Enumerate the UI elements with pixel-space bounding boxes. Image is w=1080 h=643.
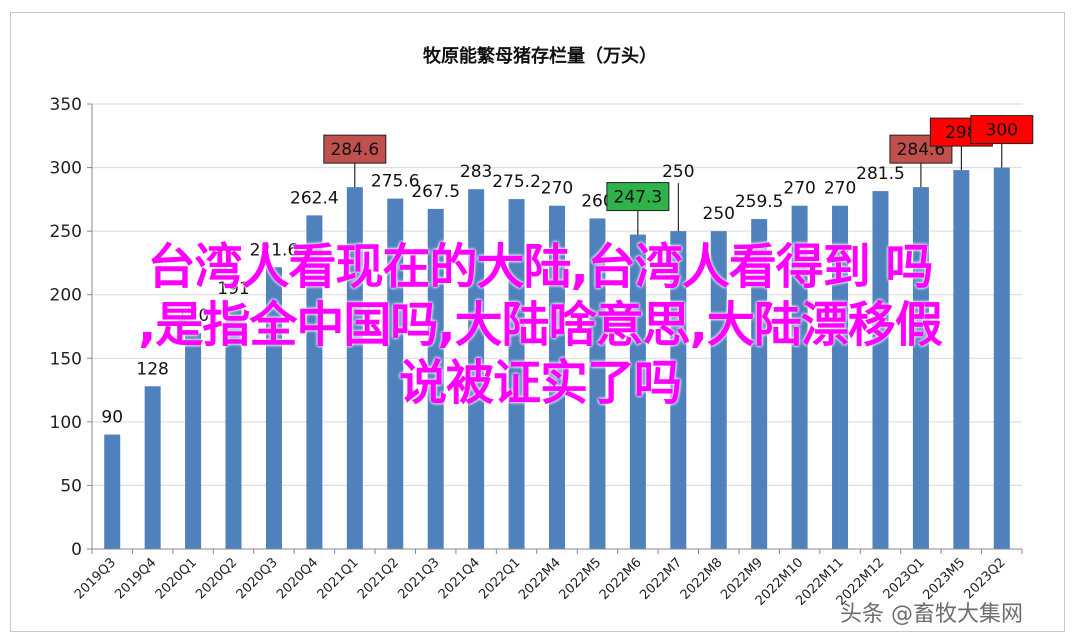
bar [629, 234, 646, 549]
x-tick-label: 2021Q1 [315, 555, 362, 602]
data-label: 270 [783, 179, 815, 199]
callout-box [606, 182, 670, 212]
data-label: 284.6 [330, 140, 379, 160]
data-label: 250 [662, 162, 694, 182]
data-label: 250 [703, 204, 735, 224]
bars [104, 167, 1010, 550]
bar [670, 231, 687, 549]
x-tick-label: 2022M8 [678, 555, 726, 603]
data-label: 247.3 [614, 188, 663, 208]
y-tick-label: 50 [60, 476, 82, 496]
y-tick-label: 250 [50, 222, 82, 242]
callout-box [970, 115, 1034, 145]
bar [346, 187, 363, 549]
data-label: 281.5 [856, 164, 905, 184]
x-tick-label: 2019Q3 [72, 555, 119, 602]
x-tick-label: 2021Q4 [436, 555, 483, 602]
bar [589, 218, 606, 549]
data-label: 260 [581, 191, 613, 211]
bar [993, 167, 1010, 550]
x-tick-label: 2022M7 [637, 555, 685, 603]
bar [872, 191, 889, 550]
data-label: 270 [824, 179, 856, 199]
data-label: 128 [136, 359, 168, 379]
bar [953, 170, 970, 549]
overlay-line-3: 说被证实了吗 [398, 355, 682, 411]
data-label: 267.5 [411, 182, 460, 202]
y-tick-label: 0 [71, 540, 82, 560]
data-label: 221.6 [250, 240, 299, 260]
bar [912, 187, 929, 549]
data-label: 262.4 [290, 188, 339, 208]
overlay-line-2: ,是指全中国吗,大陆啥意思,大陆漂移假 [138, 297, 943, 353]
bar [710, 231, 727, 549]
y-tick-label: 200 [50, 286, 82, 306]
y-tick-label: 350 [50, 95, 82, 115]
y-tick-labels: 0 50 100 150 200 250 300 350 [50, 95, 82, 560]
bar [225, 306, 242, 549]
x-tick-label: 2020Q4 [274, 555, 321, 602]
x-tick-label: 2020Q2 [193, 555, 240, 602]
x-tick-label: 2019Q4 [112, 555, 159, 602]
x-tick-label: 2022Q1 [476, 555, 523, 602]
data-label: 298 [945, 123, 977, 143]
overlay-headline: 台湾人看现在的大陆,台湾人看得到 吗 ,是指全中国吗,大陆啥意思,大陆漂移假 说… [0, 238, 1080, 412]
x-tick-label: 2020Q3 [234, 555, 281, 602]
y-tick-label: 300 [50, 159, 82, 179]
data-label: 275.6 [371, 172, 420, 192]
bar [791, 205, 808, 549]
data-label: 275.2 [492, 172, 541, 192]
y-tick-label: 150 [50, 349, 82, 369]
overlay-line-1: 台湾人看现在的大陆,台湾人看得到 吗 [147, 239, 934, 295]
y-tick-label: 100 [50, 413, 82, 433]
bar [306, 215, 323, 549]
data-label: 191 [217, 279, 249, 299]
data-label: 90 [101, 408, 123, 428]
data-label: 259.5 [735, 192, 784, 212]
bar [468, 189, 485, 549]
bar [549, 205, 565, 549]
x-tick-label: 2021Q3 [395, 555, 442, 602]
x-tick-label: 2022M4 [516, 555, 564, 603]
bar [144, 386, 161, 549]
x-tick-label: 2022M5 [556, 555, 604, 603]
data-label: 283 [460, 162, 492, 182]
bar [508, 199, 525, 550]
chart-title: 牧原能繁母猪存栏量（万头） [423, 46, 657, 67]
x-tick-label: 2021Q2 [355, 555, 402, 602]
bar [751, 219, 768, 550]
x-tick-label: 2022M6 [597, 555, 645, 603]
data-label: 170 [177, 306, 209, 326]
bar [387, 198, 404, 549]
callout-box [323, 134, 387, 164]
bar [832, 205, 849, 549]
x-tick-label: 2020Q1 [153, 555, 200, 602]
bar [427, 208, 444, 549]
bar [185, 332, 202, 549]
watermark: 头条 @畜牧大集网 [840, 602, 1023, 627]
data-label: 300 [986, 121, 1018, 141]
bar [265, 267, 282, 549]
data-label: 270 [541, 179, 573, 199]
leader-lines [354, 143, 1003, 235]
bar [104, 434, 121, 549]
